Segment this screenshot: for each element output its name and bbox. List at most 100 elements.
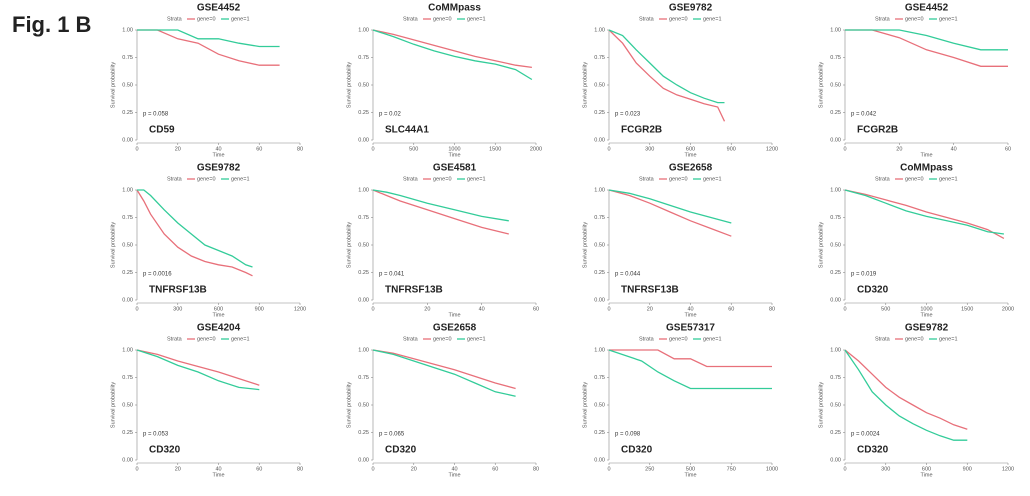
figure-label: Fig. 1 B [12, 12, 91, 37]
survival-curve [136, 349, 260, 391]
legend-label: gene=0 [197, 176, 216, 182]
y-tick-label: 1.00 [358, 347, 369, 353]
p-value: p = 0.041 [379, 272, 405, 278]
y-axis-label: Survival probability [582, 382, 588, 428]
y-tick-label: 0.25 [122, 270, 133, 276]
y-tick-label: 0.50 [830, 242, 841, 248]
y-axis-label: Survival probability [346, 222, 352, 268]
y-tick-label: 0.25 [358, 430, 369, 436]
x-tick-label: 600 [922, 466, 931, 472]
x-tick-label: 60 [533, 306, 539, 312]
y-tick-label: 0.75 [122, 215, 133, 221]
survival-panel: GSE9782 Strata gene=0 gene=1 0.00 0.25 0.50 0.7… [818, 323, 1014, 479]
y-axis-label: Survival probability [582, 222, 588, 268]
x-tick-label: 250 [645, 466, 654, 472]
survival-panel: GSE9782 Strata gene=0 gene=1 0.00 0.25 0.50 0.7… [582, 3, 778, 159]
survival-curve [844, 189, 1005, 239]
y-tick-label: 0.50 [358, 242, 369, 248]
x-tick-label: 1000 [766, 466, 778, 472]
x-tick-label: 900 [963, 466, 972, 472]
survival-curve [609, 349, 772, 368]
legend-label: gene=1 [939, 176, 958, 182]
y-tick-label: 0.75 [594, 55, 605, 61]
y-axis-label: Survival probability [818, 382, 824, 428]
x-tick-label: 60 [256, 466, 262, 472]
y-tick-label: 0.25 [830, 270, 841, 276]
x-tick-label: 0 [607, 306, 610, 312]
panel-title: CoMMpass [900, 163, 953, 174]
y-tick-label: 0.00 [358, 137, 369, 143]
survival-panel: GSE2658 Strata gene=0 gene=1 0.00 0.25 0.50 0.7… [346, 323, 539, 479]
survival-curve [372, 29, 532, 69]
x-tick-label: 0 [843, 146, 846, 152]
legend-label: gene=0 [905, 176, 924, 182]
x-tick-label: 750 [727, 466, 736, 472]
legend-label: gene=1 [467, 336, 486, 342]
p-value: p = 0.0016 [143, 272, 172, 278]
x-axis-label: Time [448, 472, 460, 478]
gene-label: CD320 [621, 445, 653, 456]
y-tick-label: 0.25 [358, 270, 369, 276]
panel-title: GSE4452 [197, 3, 241, 14]
survival-curve [608, 29, 726, 122]
legend-label: gene=1 [231, 176, 250, 182]
y-axis-label: Survival probability [346, 62, 352, 108]
y-tick-label: 0.00 [830, 137, 841, 143]
legend-label: gene=0 [433, 176, 452, 182]
survival-curve [608, 29, 725, 104]
y-tick-label: 1.00 [358, 187, 369, 193]
x-tick-label: 80 [297, 146, 303, 152]
y-tick-label: 1.00 [594, 347, 605, 353]
legend-label: gene=0 [197, 336, 216, 342]
x-tick-label: 60 [728, 306, 734, 312]
x-axis-label: Time [448, 312, 460, 318]
legend-title: Strata [639, 336, 655, 342]
gene-label: CD59 [149, 125, 175, 136]
survival-curve [372, 349, 516, 397]
x-tick-label: 60 [256, 146, 262, 152]
y-tick-label: 0.75 [594, 215, 605, 221]
survival-curve [372, 349, 516, 390]
legend-label: gene=0 [669, 16, 688, 22]
survival-panel: GSE4452 Strata gene=0 gene=1 0.00 0.25 0.50 0.7… [110, 3, 303, 159]
panel-title: GSE4204 [197, 323, 241, 334]
y-tick-label: 0.50 [830, 402, 841, 408]
gene-label: CD320 [857, 285, 889, 296]
x-tick-label: 60 [492, 466, 498, 472]
y-tick-label: 1.00 [830, 27, 841, 33]
y-tick-label: 0.00 [122, 457, 133, 463]
y-tick-label: 0.25 [594, 430, 605, 436]
legend-title: Strata [403, 176, 419, 182]
y-tick-label: 0.50 [594, 82, 605, 88]
survival-curve [136, 349, 260, 386]
survival-curve [845, 29, 1008, 51]
x-tick-label: 20 [647, 306, 653, 312]
x-tick-label: 80 [533, 466, 539, 472]
y-tick-label: 0.50 [122, 82, 133, 88]
y-tick-label: 0.00 [830, 297, 841, 303]
gene-label: CD320 [385, 445, 417, 456]
x-tick-label: 300 [173, 306, 182, 312]
survival-curve [137, 29, 280, 66]
y-tick-label: 0.50 [594, 402, 605, 408]
y-axis-label: Survival probability [346, 382, 352, 428]
survival-curve [372, 189, 509, 235]
y-tick-label: 0.00 [594, 137, 605, 143]
x-tick-label: 40 [215, 146, 221, 152]
y-tick-label: 1.00 [594, 187, 605, 193]
x-tick-label: 40 [215, 466, 221, 472]
survival-panel: GSE4204 Strata gene=0 gene=1 0.00 0.25 0.50 0.7… [110, 323, 303, 479]
x-tick-label: 0 [135, 146, 138, 152]
y-tick-label: 0.75 [122, 55, 133, 61]
y-tick-label: 0.75 [122, 375, 133, 381]
legend-label: gene=1 [231, 336, 250, 342]
y-tick-label: 0.50 [122, 242, 133, 248]
y-tick-label: 0.75 [358, 375, 369, 381]
legend-title: Strata [167, 336, 183, 342]
x-axis-label: Time [920, 152, 932, 158]
legend-label: gene=1 [703, 16, 722, 22]
y-tick-label: 0.25 [830, 110, 841, 116]
y-tick-label: 0.25 [830, 430, 841, 436]
panel-title: GSE2658 [433, 323, 477, 334]
legend-label: gene=0 [905, 336, 924, 342]
